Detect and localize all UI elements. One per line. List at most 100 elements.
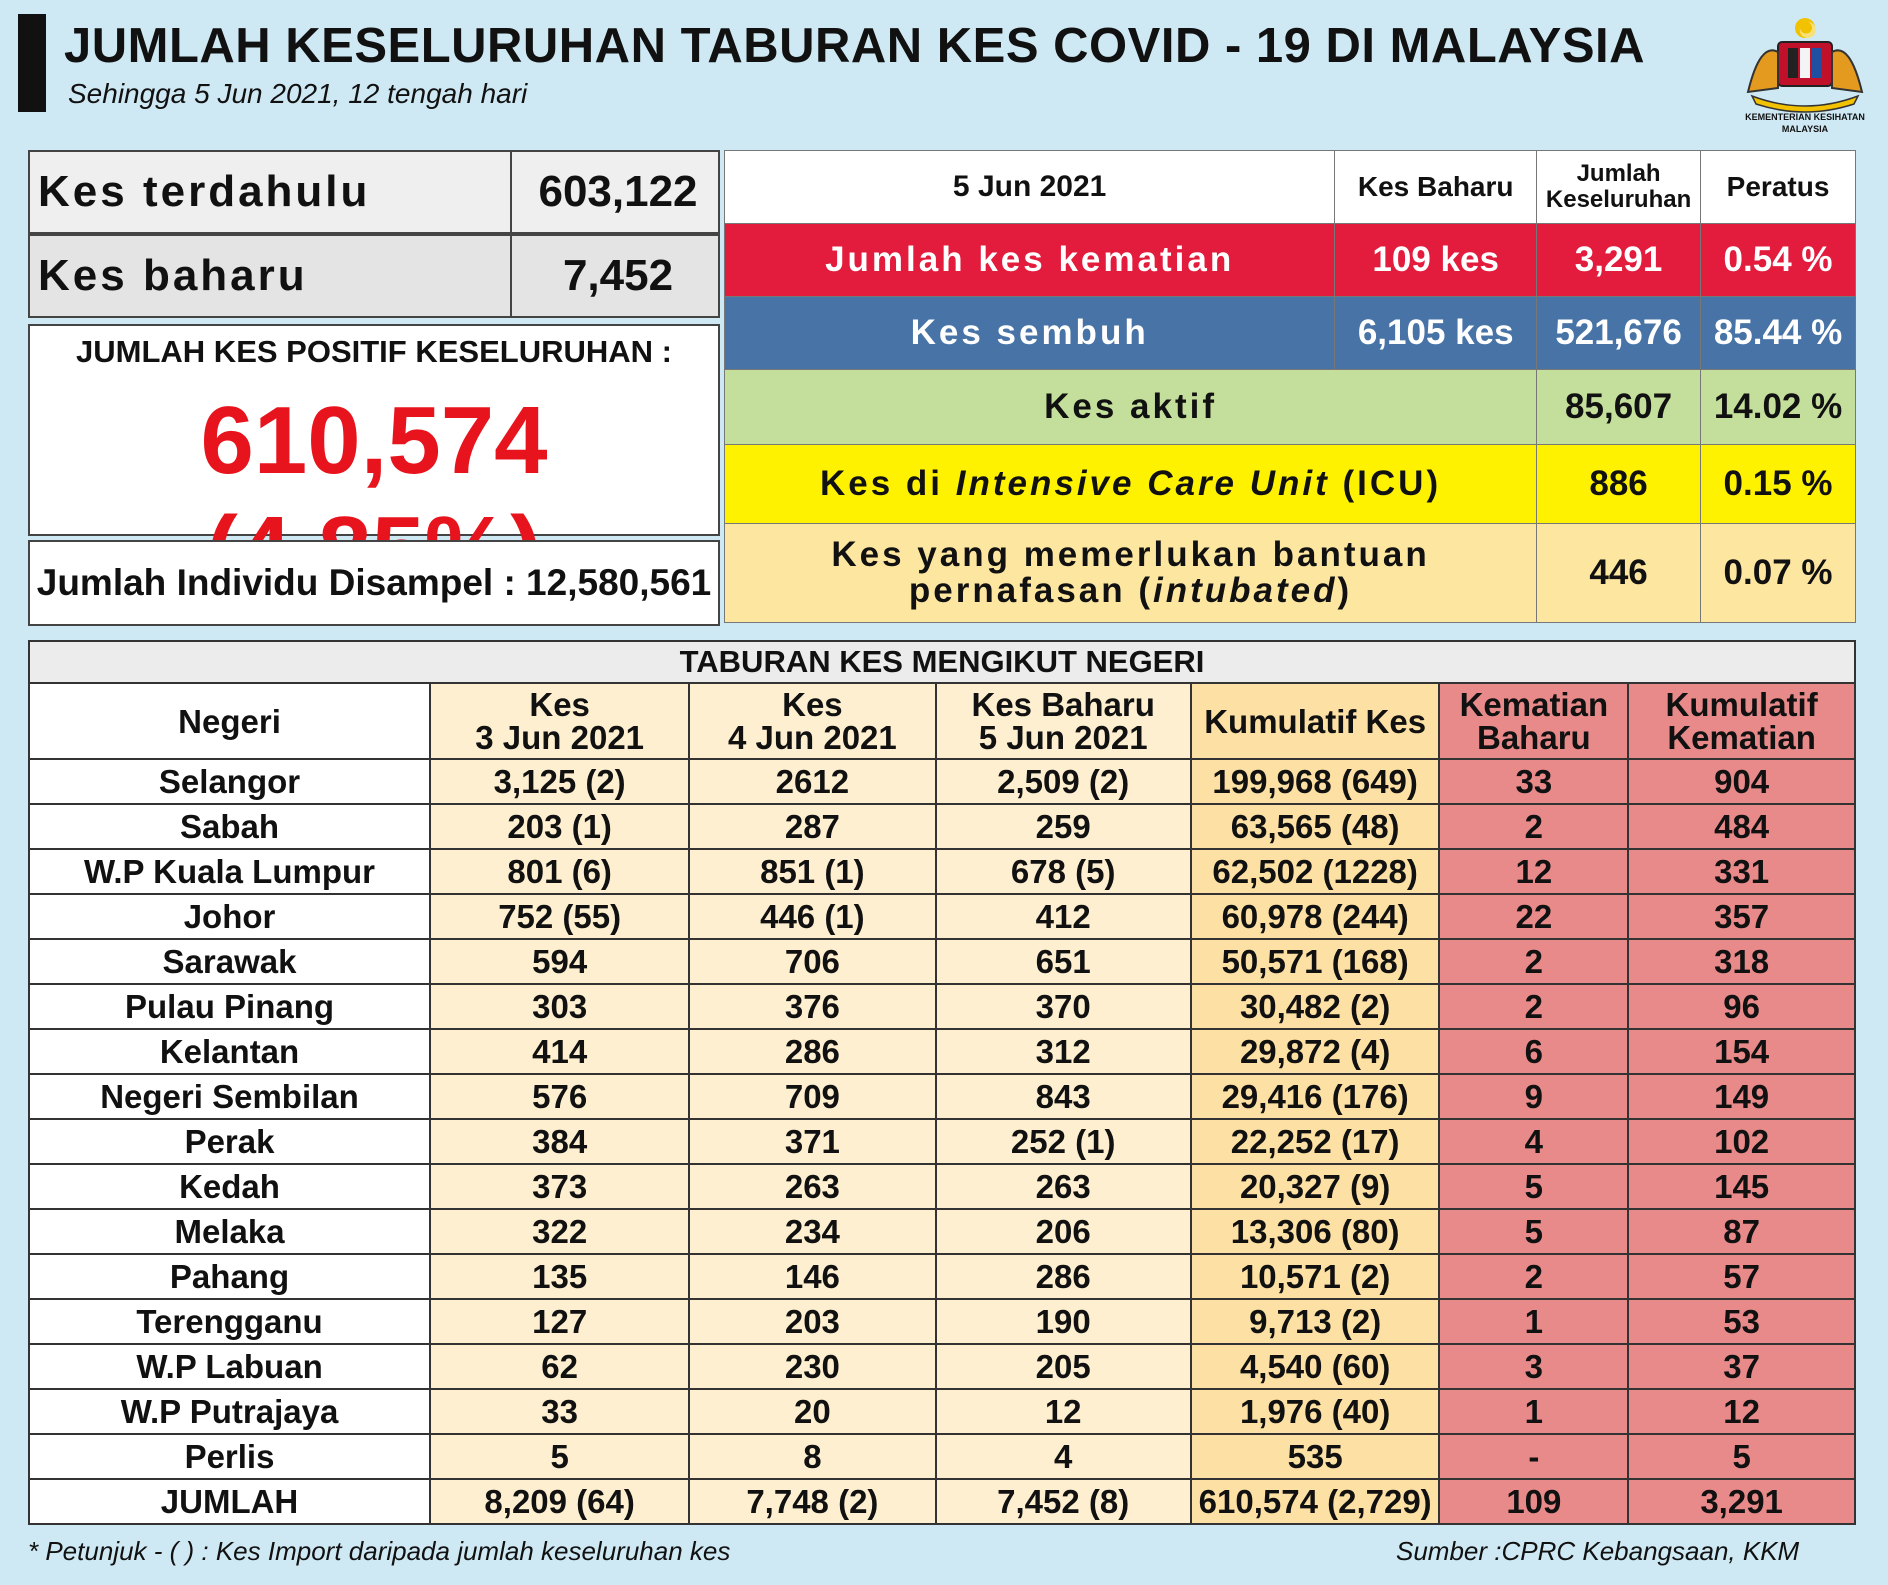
cell-cumulative-deaths: 53 [1627,1298,1856,1345]
new-cases-label: Kes baharu [38,251,308,300]
cell-state: Pulau Pinang [27,983,432,1030]
cell-new-deaths: - [1438,1433,1630,1480]
cell-new-cases-5jun: 651 [934,938,1192,985]
intubated-label-post: ) [1337,571,1353,610]
header-cases-3jun-line: 3 Jun 2021 [475,719,645,756]
header-cumulative-deaths: Kumulatif Kematian [1627,682,1856,760]
cell-cases-3jun: 203 (1) [429,803,691,850]
cell-cumulative-cases: 20,327 (9) [1189,1163,1441,1210]
icu-label-pre: Kes di [819,464,944,503]
col-new-cases: Kes Baharu [1334,150,1538,224]
table-row: Terengganu 127 203 190 9,713 (2) 1 53 [27,1298,1856,1345]
cell-state: Terengganu [27,1298,432,1345]
cell-cumulative-cases: 62,502 (1228) [1189,848,1441,895]
status-table: 5 Jun 2021 Kes Baharu Jumlah Keseluruhan… [723,150,1856,623]
intubated-percent: 0.07 % [1700,523,1856,623]
table-row: Selangor 3,125 (2) 2612 2,509 (2) 199,968 (6… [27,758,1856,805]
table-row: Negeri Sembilan 576 709 843 29,416 (176) 9 149 [27,1073,1856,1120]
cell-cases-3jun: 576 [429,1073,691,1120]
col-total: Jumlah Keseluruhan [1536,150,1702,224]
cell-cases-3jun: 752 (55) [429,893,691,940]
cell-cumulative-cases: 22,252 (17) [1189,1118,1441,1165]
header-new-deaths-line: Baharu [1477,719,1591,756]
cell-cumulative-deaths: 149 [1627,1073,1856,1120]
table-row: Sabah 203 (1) 287 259 63,565 (48) 2 484 [27,803,1856,850]
cell-new-cases-5jun: 2,509 (2) [934,758,1192,805]
cell-cumulative-deaths: 57 [1627,1253,1856,1300]
cell-new-deaths: 2 [1438,938,1630,985]
new-cases-value: 7,452 [510,236,724,316]
cell-cases-4jun: 851 (1) [688,848,937,895]
cell-cumulative-cases: 1,976 (40) [1189,1388,1441,1435]
cell-state: Sabah [27,803,432,850]
cell-cumulative-deaths: 331 [1627,848,1856,895]
intubated-label-line2: pernafasan (intubated) [725,573,1536,609]
cell-new-cases-5jun: 263 [934,1163,1192,1210]
intubated-total: 446 [1536,523,1702,623]
cell-cumulative-deaths: 145 [1627,1163,1856,1210]
intubated-label-line1: Kes yang memerlukan bantuan [831,535,1430,574]
table-row: Pahang 135 146 286 10,571 (2) 2 57 [27,1253,1856,1300]
recovered-total: 521,676 [1536,296,1702,370]
table-row: Johor 752 (55) 446 (1) 412 60,978 (244) 22 357 [27,893,1856,940]
cell-new-deaths: 5 [1438,1163,1630,1210]
page-subtitle: Sehingga 5 Jun 2021, 12 tengah hari [68,78,528,109]
deaths-percent: 0.54 % [1700,223,1856,297]
header-new-cases-5jun-line: 5 Jun 2021 [978,719,1148,756]
cell-state: W.P Labuan [27,1343,432,1390]
cell-cases-4jun: 230 [688,1343,937,1390]
cell-state: Pahang [27,1253,432,1300]
cell-cumulative-deaths: 484 [1627,803,1856,850]
cell-cases-4jun: 8 [688,1433,937,1480]
cell-cumulative-deaths: 5 [1627,1433,1856,1480]
header-state-line: Negeri [178,702,281,740]
intubated-label-italic: intubated [1153,571,1338,610]
header-cases-3jun-line: Kes [529,686,590,723]
cell-cases-3jun: 3,125 (2) [429,758,691,805]
cell-new-cases-5jun: 190 [934,1298,1192,1345]
cell-new-cases-5jun: 843 [934,1073,1192,1120]
cell-cases-4jun: 371 [688,1118,937,1165]
cell-cases-4jun: 287 [688,803,937,850]
cell-cumulative-deaths: 318 [1627,938,1856,985]
new-cases-row: Kes baharu 7,452 [28,234,720,318]
cell-cumulative-deaths: 87 [1627,1208,1856,1255]
cell-new-deaths: 5 [1438,1208,1630,1255]
cell-cases-3jun: 33 [429,1388,691,1435]
cell-cases-4jun: 263 [688,1163,937,1210]
active-total: 85,607 [1536,369,1702,445]
header-new-cases-5jun-line: Kes Baharu [971,686,1155,723]
header-cases-4jun: Kes 4 Jun 2021 [688,682,937,760]
cell-new-deaths: 109 [1438,1478,1630,1525]
cell-cumulative-cases: 610,574 (2,729) [1189,1478,1441,1525]
state-table-header-row: Negeri Kes 3 Jun 2021 Kes 4 Jun 2021 Kes Baha… [27,682,1856,760]
icu-total: 886 [1536,444,1702,524]
icu-label-post: (ICU) [1342,464,1442,503]
cell-new-cases-5jun: 286 [934,1253,1192,1300]
logo-ministry-name: KEMENTERIAN KESIHATAN [1745,112,1865,122]
cell-state: W.P Kuala Lumpur [27,848,432,895]
header-cumulative-cases: Kumulatif Kes [1189,682,1441,760]
cell-new-cases-5jun: 259 [934,803,1192,850]
col-percent: Peratus [1700,150,1856,224]
header-new-cases-5jun: Kes Baharu 5 Jun 2021 [934,682,1192,760]
total-positive-label: JUMLAH KES POSITIF KESELURUHAN : [76,334,672,369]
cell-cumulative-cases: 13,306 (80) [1189,1208,1441,1255]
sampled-individuals: Jumlah Individu Disampel : 12,580,561 [28,540,720,626]
table-row: Perak 384 371 252 (1) 22,252 (17) 4 102 [27,1118,1856,1165]
recovered-row: Kes sembuh 6,105 kes 521,676 85.44 % [723,296,1856,370]
coat-of-arms-icon [1746,18,1864,113]
header-state: Negeri [27,682,432,760]
cell-cases-3jun: 135 [429,1253,691,1300]
cell-cases-4jun: 234 [688,1208,937,1255]
cell-cumulative-deaths: 12 [1627,1388,1856,1435]
cell-cases-4jun: 20 [688,1388,937,1435]
recovered-percent: 85.44 % [1700,296,1856,370]
table-row: Perlis 5 8 4 535-5 [27,1433,1856,1480]
cell-cases-4jun: 203 [688,1298,937,1345]
cell-cumulative-cases: 50,571 (168) [1189,938,1441,985]
cell-cases-4jun: 706 [688,938,937,985]
cell-new-deaths: 22 [1438,893,1630,940]
cell-new-deaths: 2 [1438,1253,1630,1300]
status-date: 5 Jun 2021 [723,150,1336,224]
